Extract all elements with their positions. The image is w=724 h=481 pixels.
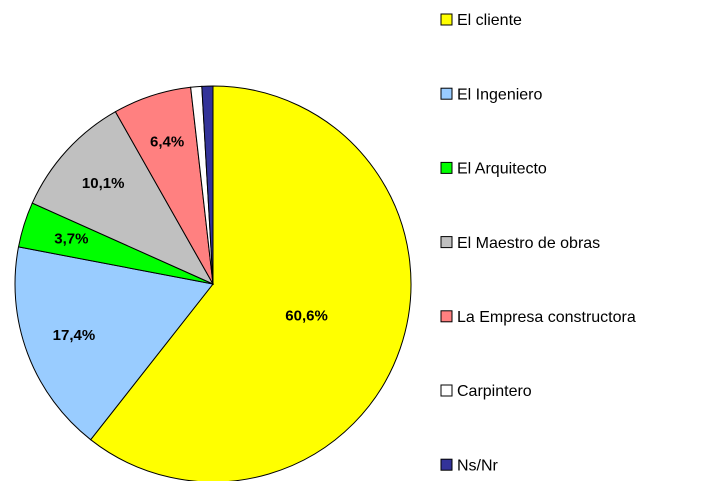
legend-swatch: [440, 87, 453, 100]
data-label: 60,6%: [285, 307, 328, 324]
legend-label: El cliente: [457, 12, 522, 29]
legend-label: La Empresa constructora: [457, 309, 636, 326]
pie-slice: [31, 111, 215, 286]
legend-swatch: [440, 236, 453, 249]
legend-swatch: [440, 458, 453, 471]
legend-swatch: [440, 384, 453, 397]
pie-slice: [14, 246, 214, 441]
legend-label: El Arquitecto: [457, 161, 547, 178]
data-label: 17,4%: [53, 327, 96, 344]
legend-swatch: [440, 310, 453, 323]
legend-label: Ns/Nr: [457, 457, 499, 474]
data-label: 10,1%: [82, 175, 125, 192]
legend-label: Carpintero: [457, 383, 532, 400]
legend-swatch: [440, 161, 453, 174]
data-label: 6,4%: [150, 134, 184, 151]
legend-label: El Ingeniero: [457, 86, 542, 103]
pie-slice: [201, 85, 214, 285]
legend-label: El Maestro de obras: [457, 235, 600, 252]
legend-swatch: [440, 13, 453, 26]
data-label: 3,7%: [54, 230, 88, 247]
